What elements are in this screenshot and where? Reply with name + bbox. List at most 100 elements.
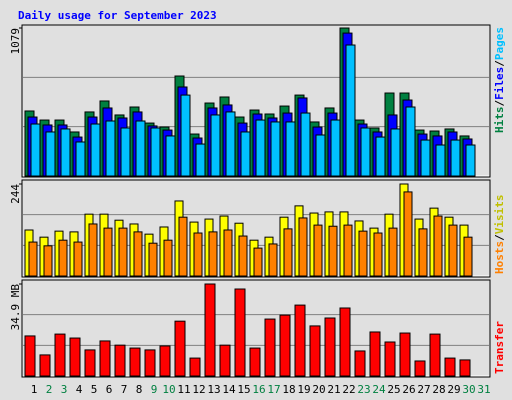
bar (390, 128, 401, 177)
x-tick-label: 24 (372, 383, 386, 396)
bar (219, 344, 231, 377)
bar (43, 245, 53, 277)
x-tick-label: 14 (222, 383, 236, 396)
legend-entry: Visits (493, 195, 506, 235)
bar (285, 121, 296, 177)
x-tick-label: 10 (162, 383, 175, 396)
bar (420, 139, 431, 177)
bar (418, 228, 428, 277)
legend-entry: Transfer (493, 321, 506, 374)
bar (270, 121, 281, 177)
bar (150, 127, 161, 177)
y-tick-label: 1079 (9, 28, 22, 55)
bar (103, 227, 113, 277)
legend: Hits/Files/Pages (493, 27, 506, 133)
bar (339, 307, 351, 377)
x-tick-label: 20 (312, 383, 325, 396)
legend-entry: Files (493, 67, 506, 100)
x-tick-label: 15 (237, 383, 250, 396)
x-tick-label: 7 (121, 383, 128, 396)
x-tick-label: 25 (387, 383, 400, 396)
x-tick-label: 27 (417, 383, 430, 396)
bar (315, 134, 326, 177)
bar (384, 341, 396, 377)
bar (279, 314, 291, 377)
bar (195, 143, 206, 177)
bar (463, 236, 473, 277)
bar (144, 349, 156, 377)
bar (399, 332, 411, 377)
bar (165, 135, 176, 177)
x-tick-label: 9 (151, 383, 158, 396)
x-tick-label: 12 (192, 383, 205, 396)
bar (298, 217, 308, 277)
bar (30, 123, 41, 177)
bar (114, 344, 126, 377)
bar (444, 357, 456, 377)
bar (225, 111, 236, 177)
bar (283, 228, 293, 277)
bar (388, 227, 398, 277)
bar (118, 227, 128, 277)
legend-separator: / (493, 100, 506, 107)
x-tick-label: 31 (477, 383, 490, 396)
bar (358, 230, 368, 277)
bar (28, 241, 38, 277)
bar (84, 349, 96, 377)
x-tick-label: 29 (447, 383, 460, 396)
bar (375, 136, 386, 177)
x-tick-label: 1 (31, 383, 38, 396)
bar (208, 231, 218, 277)
bar (174, 320, 186, 377)
bar (39, 354, 51, 377)
bar (238, 235, 248, 277)
bar (414, 360, 426, 377)
x-tick-label: 17 (267, 383, 280, 396)
bar (223, 229, 233, 277)
bar (450, 139, 461, 177)
legend-separator: / (493, 60, 506, 67)
bar (135, 120, 146, 177)
bar (324, 317, 336, 377)
bar (69, 337, 81, 377)
bar (88, 223, 98, 277)
y-tick-label: 34.9 MB (9, 284, 22, 331)
bar (294, 304, 306, 377)
bar (403, 191, 413, 277)
bar (148, 242, 158, 277)
bar (264, 318, 276, 377)
x-tick-label: 5 (91, 383, 98, 396)
bar (24, 335, 36, 377)
x-tick-label: 19 (297, 383, 310, 396)
bar (328, 225, 338, 277)
bar (309, 325, 321, 377)
bar (58, 239, 68, 277)
x-tick-label: 6 (106, 383, 113, 396)
x-tick-label: 11 (177, 383, 190, 396)
bar (405, 106, 416, 177)
bar (75, 141, 86, 177)
bar (313, 224, 323, 277)
bar (240, 131, 251, 177)
bar (373, 232, 383, 277)
legend-separator: / (493, 234, 506, 241)
bar (73, 241, 83, 277)
bar (369, 331, 381, 377)
bar (345, 44, 356, 177)
bar (255, 119, 266, 177)
x-tick-label: 30 (462, 383, 475, 396)
bar (433, 215, 443, 277)
chart-title: Daily usage for September 2023 (18, 9, 217, 22)
x-tick-label: 13 (207, 383, 220, 396)
bar (300, 112, 311, 177)
bar (189, 357, 201, 377)
bar (253, 247, 263, 277)
bar (465, 144, 476, 177)
bar (90, 123, 101, 177)
bar (343, 224, 353, 277)
x-tick-label: 8 (136, 383, 143, 396)
x-tick-label: 21 (327, 383, 340, 396)
bar (459, 359, 471, 377)
legend: Transfer (493, 321, 506, 374)
